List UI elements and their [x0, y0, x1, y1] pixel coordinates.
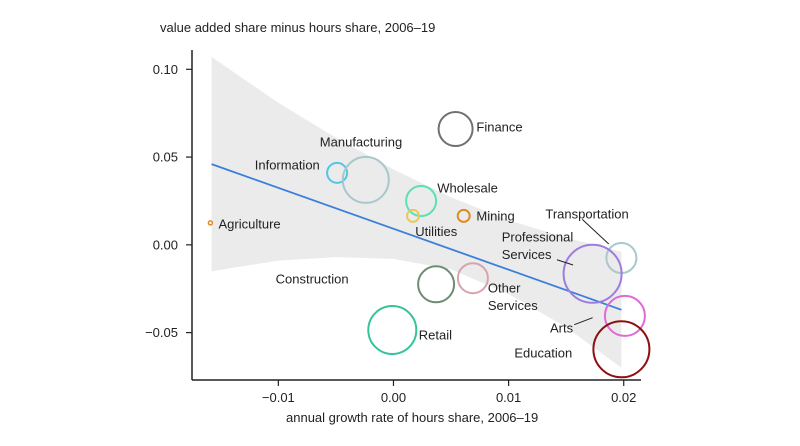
point-other-services[interactable]	[456, 262, 489, 295]
label-leader-line	[581, 219, 610, 245]
point-label: Information	[255, 158, 320, 173]
point-label: Agriculture	[219, 216, 281, 231]
point-arts[interactable]	[603, 294, 646, 337]
point-label: Services	[488, 298, 538, 313]
point-label: Finance	[476, 120, 522, 135]
point-label: Other	[488, 280, 521, 295]
x-tick-label: 0.00	[381, 390, 406, 405]
point-label: Transportation	[545, 207, 628, 222]
point-label: Arts	[550, 321, 574, 336]
point-professional-services[interactable]	[562, 243, 623, 304]
point-finance[interactable]	[437, 111, 474, 147]
point-label: Education	[514, 345, 572, 360]
x-tick-label: 0.02	[611, 390, 636, 405]
point-mining[interactable]	[456, 208, 471, 223]
point-information[interactable]	[326, 161, 349, 184]
point-label: Professional	[502, 229, 574, 244]
point-label: Manufacturing	[320, 135, 402, 150]
point-label: Services	[502, 247, 552, 262]
point-label: Wholesale	[437, 180, 498, 195]
y-tick-label: −0.05	[145, 325, 178, 340]
point-agriculture[interactable]	[207, 220, 214, 226]
label-leader-line	[556, 259, 574, 266]
point-manufacturing[interactable]	[341, 155, 390, 204]
point-label: Utilities	[415, 224, 457, 239]
point-utilities[interactable]	[406, 208, 420, 223]
point-construction[interactable]	[417, 265, 456, 304]
regression-line	[211, 163, 622, 311]
point-education[interactable]	[592, 320, 651, 379]
point-label: Retail	[419, 328, 452, 343]
point-wholesale[interactable]	[405, 185, 438, 217]
point-label: Construction	[276, 272, 349, 287]
y-tick-label: 0.10	[153, 62, 178, 77]
y-tick-label: 0.05	[153, 150, 178, 165]
confidence-band	[211, 57, 622, 368]
y-axis-title: value added share minus hours share, 200…	[160, 20, 436, 35]
y-tick-label: 0.00	[153, 237, 178, 252]
x-axis-title: annual growth rate of hours share, 2006–…	[286, 410, 539, 425]
x-tick-label: 0.01	[496, 390, 521, 405]
label-leader-line	[574, 317, 593, 326]
point-label: Mining	[476, 208, 514, 223]
point-retail[interactable]	[367, 305, 418, 355]
x-tick-label: −0.01	[262, 390, 295, 405]
